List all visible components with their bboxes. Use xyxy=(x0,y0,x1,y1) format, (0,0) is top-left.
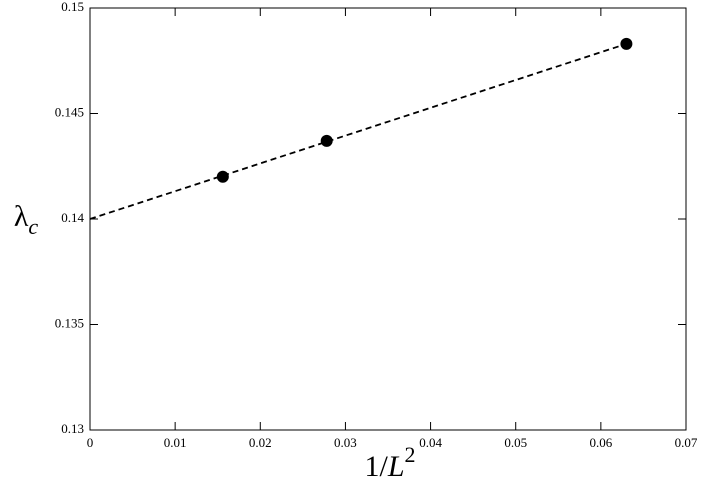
x-tick-label: 0.03 xyxy=(334,435,357,450)
x-tick-label: 0.06 xyxy=(589,435,612,450)
y-axis-label: λc xyxy=(14,200,39,239)
fit-line xyxy=(89,43,627,220)
x-tick-label: 0.02 xyxy=(249,435,272,450)
x-tick-label: 0 xyxy=(87,435,94,450)
x-tick-label: 0.05 xyxy=(504,435,527,450)
plot-frame xyxy=(89,7,687,431)
x-axis-label: 1/L2 xyxy=(364,442,415,483)
x-tick-label: 0.04 xyxy=(419,435,442,450)
y-tick-label: 0.15 xyxy=(61,0,84,14)
y-tick-label: 0.13 xyxy=(61,421,84,436)
data-point xyxy=(620,37,633,50)
data-point xyxy=(216,170,229,183)
x-tick-label: 0.01 xyxy=(164,435,187,450)
y-tick-label: 0.14 xyxy=(61,210,84,225)
y-tick-label: 0.145 xyxy=(55,104,84,119)
x-tick-label: 0.07 xyxy=(675,435,698,450)
data-point xyxy=(320,134,333,147)
y-tick-label: 0.135 xyxy=(55,315,84,330)
